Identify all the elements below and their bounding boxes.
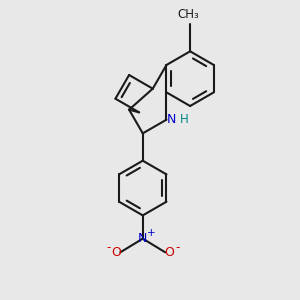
Text: O: O [165,246,175,259]
Text: H: H [180,113,189,126]
Text: N: N [167,113,176,126]
Text: -: - [176,241,180,254]
Text: +: + [147,228,156,238]
Text: -: - [107,241,111,254]
Text: CH₃: CH₃ [178,8,200,21]
Text: N: N [138,232,148,245]
Text: O: O [111,246,121,259]
